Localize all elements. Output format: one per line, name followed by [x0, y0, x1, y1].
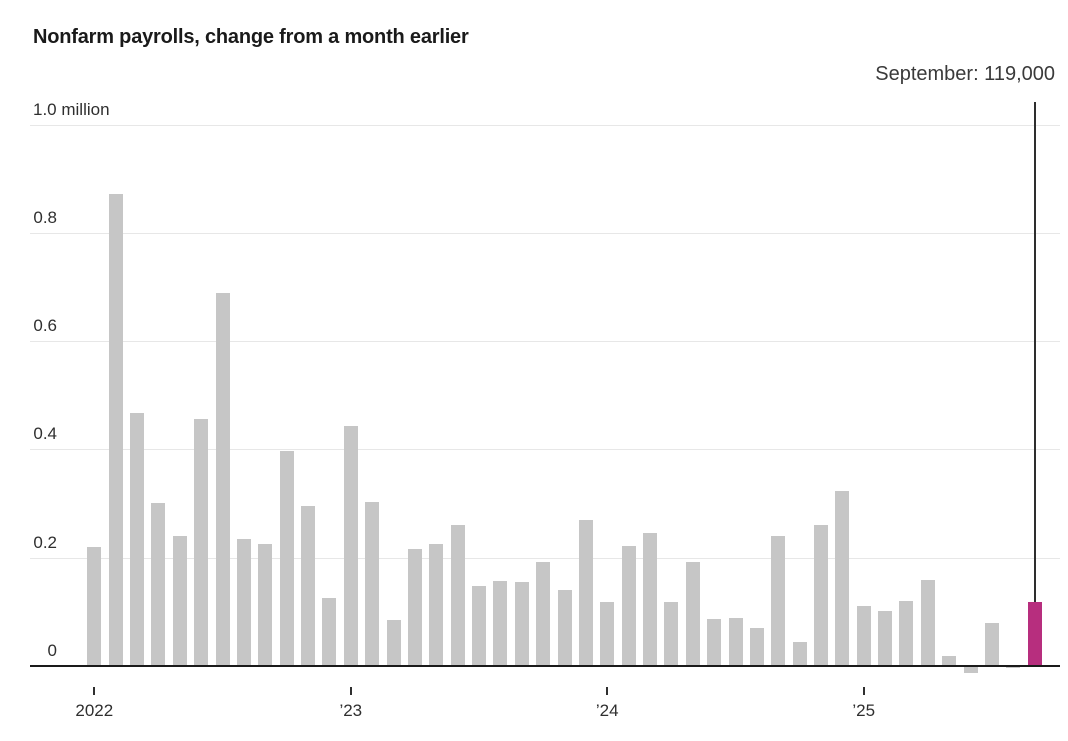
bar[interactable]: [771, 536, 786, 666]
bar[interactable]: [1006, 666, 1021, 669]
bar[interactable]: [472, 586, 486, 666]
annotation-label: September: 119,000: [875, 63, 1055, 85]
bar[interactable]: [407, 549, 422, 666]
bar[interactable]: [856, 605, 871, 666]
gridline: [30, 449, 1060, 451]
bar[interactable]: [87, 546, 102, 666]
x-axis-tick: [606, 687, 609, 695]
bar[interactable]: [279, 451, 294, 666]
bar[interactable]: [151, 503, 166, 666]
gridline: [30, 232, 1060, 234]
y-axis-label: 0: [47, 641, 57, 660]
bar[interactable]: [578, 520, 593, 666]
bar[interactable]: [728, 618, 743, 666]
x-axis-label: ’24: [595, 701, 619, 720]
bar[interactable]: [920, 580, 935, 666]
chart-title: Nonfarm payrolls, change from a month ea…: [33, 26, 469, 48]
bar[interactable]: [536, 562, 551, 666]
bar[interactable]: [557, 589, 572, 666]
bar[interactable]: [343, 425, 358, 666]
bar[interactable]: [643, 532, 657, 666]
bar[interactable]: [365, 501, 380, 666]
bar[interactable]: [600, 601, 615, 666]
bar[interactable]: [984, 623, 999, 666]
bar[interactable]: [942, 655, 957, 666]
bar[interactable]: [493, 581, 508, 666]
bar[interactable]: [215, 292, 230, 666]
bar[interactable]: [792, 642, 807, 666]
bar[interactable]: [236, 539, 251, 666]
bar[interactable]: [130, 413, 144, 666]
annotation-callout-line: [1033, 102, 1036, 602]
bar[interactable]: [514, 581, 529, 666]
bar[interactable]: [258, 544, 273, 666]
x-axis-tick: [93, 687, 96, 695]
x-axis-label: ’23: [339, 701, 363, 720]
y-axis-label: 0.6: [33, 316, 57, 336]
x-axis-label: ’25: [852, 701, 876, 720]
x-axis-baseline: [30, 665, 1060, 667]
bar[interactable]: [621, 545, 636, 666]
bar[interactable]: [707, 618, 722, 666]
gridline: [30, 341, 1060, 343]
bar[interactable]: [963, 666, 978, 673]
bar[interactable]: [749, 627, 764, 666]
bar[interactable]: [878, 610, 893, 666]
y-axis-label: 0.2: [33, 532, 57, 552]
y-axis-label: 0.4: [33, 424, 57, 444]
gridline: [30, 557, 1060, 559]
x-axis-label: 2022: [75, 701, 114, 720]
bar[interactable]: [322, 598, 337, 666]
bar[interactable]: [685, 561, 700, 666]
y-axis-label: 0.8: [33, 207, 57, 227]
gridline: [30, 124, 1060, 126]
x-axis-tick: [349, 687, 352, 695]
bar[interactable]: [172, 536, 187, 666]
bar[interactable]: [664, 602, 679, 666]
bar[interactable]: [835, 491, 850, 666]
bar[interactable]: [450, 524, 465, 666]
y-axis-label: 1.0 million: [33, 99, 110, 119]
bar[interactable]: [108, 193, 123, 666]
bar[interactable]: [386, 620, 401, 666]
bar[interactable]: [194, 418, 209, 666]
x-axis-tick: [862, 687, 865, 695]
bar-highlighted[interactable]: [1027, 601, 1042, 666]
bar[interactable]: [301, 506, 315, 666]
bar[interactable]: [899, 601, 914, 666]
bar[interactable]: [813, 524, 828, 666]
bar[interactable]: [429, 544, 444, 666]
